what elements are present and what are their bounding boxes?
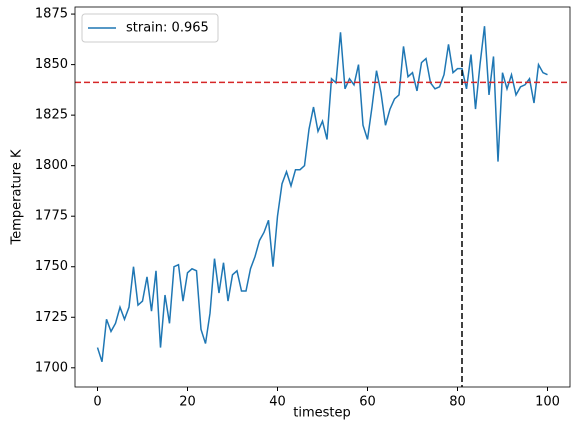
data-line <box>96 26 548 362</box>
x-tick-label: 60 <box>359 395 376 410</box>
y-tick-label: 1825 <box>35 108 68 123</box>
y-tick-label: 1850 <box>35 57 68 72</box>
y-tick-label: 1750 <box>35 259 68 274</box>
y-axis-label: Temperature K <box>10 149 25 245</box>
y-tick-label: 1875 <box>35 7 68 22</box>
x-axis-label: timestep <box>293 406 351 421</box>
y-tick-label: 1700 <box>35 360 68 375</box>
y-tick-label: 1800 <box>35 158 68 173</box>
legend-box <box>81 13 219 43</box>
x-tick-label: 0 <box>93 395 101 410</box>
x-tick-label: 40 <box>269 395 286 410</box>
plot-frame <box>74 6 571 388</box>
x-tick-label: 20 <box>179 395 196 410</box>
legend-label: strain: 0.965 <box>126 21 209 36</box>
x-tick-label: 100 <box>535 395 560 410</box>
y-tick-label: 1775 <box>35 209 68 224</box>
x-tick-label: 80 <box>449 395 466 410</box>
y-tick-label: 1725 <box>35 310 68 325</box>
